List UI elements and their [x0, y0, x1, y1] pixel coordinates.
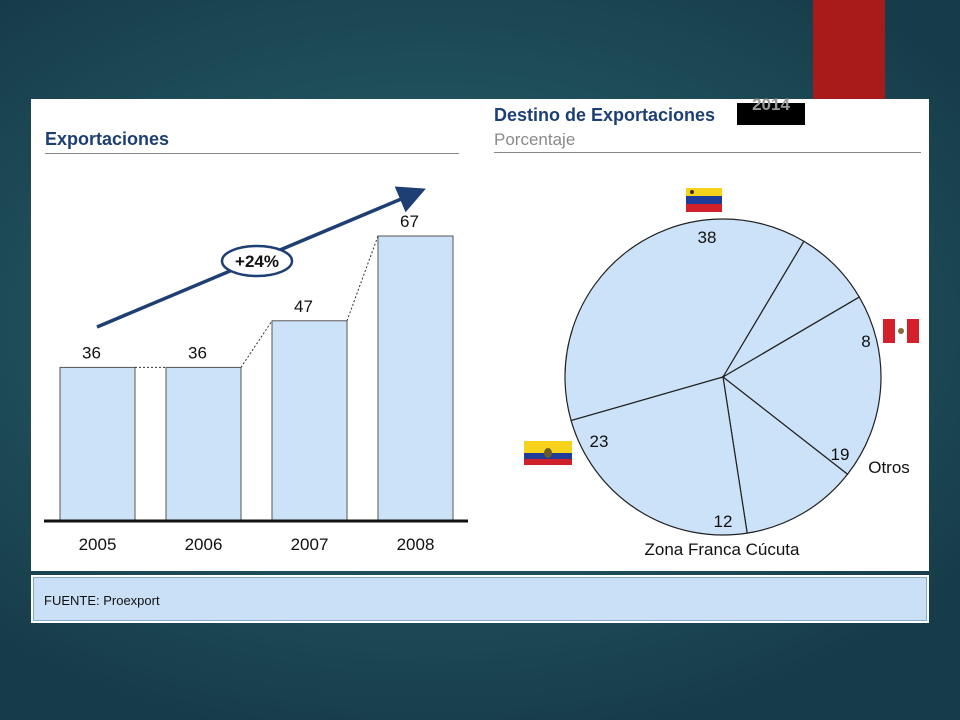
bar-2007 [271, 320, 348, 521]
flags-layer [524, 188, 919, 465]
category-label: 2005 [79, 535, 117, 554]
pie-value-label: 23 [590, 432, 609, 451]
category-label: 2007 [291, 535, 329, 554]
category-label: 2008 [397, 535, 435, 554]
bar-connector [240, 320, 273, 368]
pie-slice [722, 375, 849, 534]
growth-label: +24% [235, 252, 279, 271]
destinations-subtitle: Porcentaje [494, 130, 576, 149]
pie-slice-name: Zona Franca Cúcuta [645, 540, 801, 559]
pie-slice [564, 218, 805, 422]
pie-slice [721, 296, 882, 476]
ecuador-flag-icon [524, 441, 572, 465]
bar-2005 [59, 366, 136, 521]
pie-value-label: 38 [698, 228, 717, 247]
bar-value-label: 67 [400, 212, 419, 231]
bar-2008 [377, 235, 454, 521]
venezuela-flag-icon [686, 188, 722, 212]
category-label: 2006 [185, 535, 223, 554]
exports-bar-chart: 36 2005 36 2006 47 2007 67 2008 +24% [44, 186, 468, 554]
bar-value-label: 47 [294, 297, 313, 316]
bar-value-label: 36 [188, 343, 207, 362]
bar-connector [346, 235, 379, 321]
peru-flag-icon [883, 319, 919, 343]
year-badge: 2014 [737, 96, 805, 125]
title-rule-left [45, 153, 459, 154]
exports-title: Exportaciones [45, 129, 170, 149]
bar-value-label: 36 [82, 343, 101, 362]
title-rule-right [494, 152, 921, 153]
source-text: FUENTE: Proexport [33, 577, 927, 621]
source-box: FUENTE: Proexport [31, 575, 929, 623]
pie-value-label: 8 [861, 332, 870, 351]
destinations-pie-chart: 38 8 19 Otros 12 Zona Franca Cúcuta 23 [564, 218, 910, 559]
pie-value-label: 12 [714, 512, 733, 531]
pie-slice [570, 376, 748, 536]
chart-panel: Exportaciones Destino de Exportaciones 2… [31, 96, 929, 571]
destinations-title: Destino de Exportaciones [494, 105, 716, 125]
year-label: 2014 [752, 95, 790, 114]
growth-badge [220, 244, 294, 278]
bar-2006 [165, 366, 242, 521]
pie-slice-name: Otros [868, 458, 910, 477]
accent-strip [813, 0, 885, 100]
pie-value-label: 19 [831, 445, 850, 464]
